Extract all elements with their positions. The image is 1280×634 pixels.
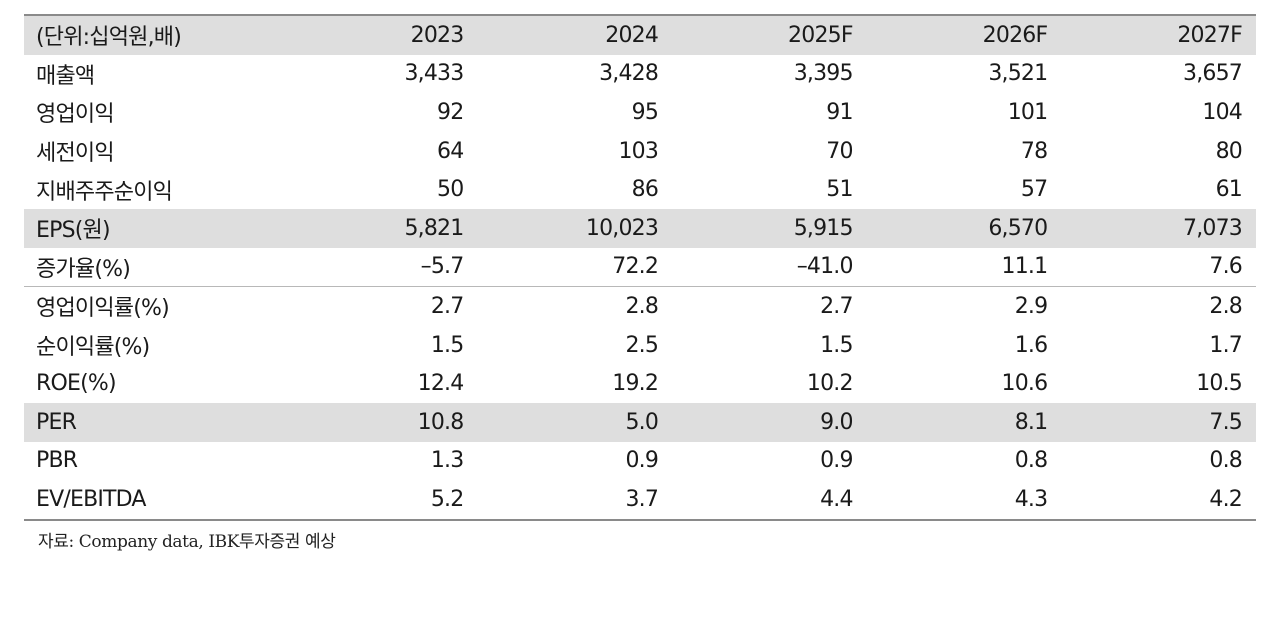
year-header: 2023	[282, 14, 478, 55]
row-label: ROE(%)	[36, 371, 117, 397]
cell-value: 70	[826, 138, 853, 164]
cell-value: 7.6	[1209, 254, 1242, 280]
cell-value: 72.2	[612, 254, 659, 280]
cell-value: 80	[1215, 138, 1243, 164]
table-row: 지배주주순이익 50 86 51 57 61	[24, 170, 1256, 209]
cell-value: 1.3	[430, 448, 464, 474]
cell-value: 12.4	[417, 371, 465, 397]
cell-value: 1.5	[820, 332, 853, 358]
cell-value: 2.9	[866, 286, 1062, 326]
cell-value: 0.8	[1014, 448, 1048, 474]
cell-value: 2.8	[477, 286, 673, 326]
cell-value: 5.0	[477, 402, 673, 442]
table-row: PBR 1.3 0.9 0.9 0.8 0.8	[24, 442, 1256, 481]
cell-value: 1.6	[1014, 332, 1048, 358]
cell-value: 92	[437, 99, 464, 125]
cell-value: 4.3	[866, 480, 1062, 521]
table-row: 증가율(%) –5.7 72.2 –41.0 11.1 7.6	[24, 248, 1256, 287]
cell-value: 19.2	[612, 371, 659, 397]
cell-value: 10.6	[1001, 371, 1049, 397]
cell-value: 1.5	[430, 332, 464, 358]
cell-value: 0.8	[1209, 448, 1242, 474]
cell-value: 4.2	[1061, 480, 1256, 521]
cell-value: 61	[1215, 177, 1243, 203]
financial-summary-table: (단위:십억원,배) 2023 2024 2025F 2026F 2027F 매…	[24, 14, 1256, 521]
row-label: 세전이익	[36, 141, 115, 167]
row-label: 증가율(%)	[36, 256, 131, 282]
cell-value: 7.5	[1061, 402, 1256, 442]
cell-value: 5.2	[282, 480, 478, 521]
row-label: 영업이익	[36, 102, 115, 128]
cell-value: 5,821	[282, 208, 478, 248]
cell-value: 50	[437, 177, 464, 203]
cell-value: 7,073	[1061, 208, 1256, 248]
cell-value: 9.0	[672, 402, 867, 442]
cell-value: 10.5	[1196, 371, 1243, 397]
table-row: 순이익률(%) 1.5 2.5 1.5 1.6 1.7	[24, 326, 1256, 365]
cell-value: 8.1	[866, 402, 1062, 442]
table-row: PER 10.8 5.0 9.0 8.1 7.5	[24, 402, 1256, 442]
cell-value: 78	[1020, 138, 1048, 164]
cell-value: 2.5	[625, 332, 659, 358]
cell-value: 57	[1020, 177, 1048, 203]
table-row: 영업이익률(%) 2.7 2.8 2.7 2.9 2.8	[24, 286, 1256, 326]
cell-value: 3.7	[477, 480, 673, 521]
table-row: EV/EBITDA 5.2 3.7 4.4 4.3 4.2	[24, 480, 1256, 521]
source-note: 자료: Company data, IBK투자증권 예상	[38, 531, 336, 552]
cell-value: 10.8	[282, 402, 478, 442]
year-header: 2024	[477, 14, 673, 55]
cell-value: 1.7	[1209, 332, 1242, 358]
cell-value: 0.9	[820, 448, 853, 474]
cell-value: 10,023	[477, 208, 673, 248]
year-header: 2025F	[672, 14, 867, 55]
cell-value: 6,570	[866, 208, 1062, 248]
table-row: 영업이익 92 95 91 101 104	[24, 93, 1256, 132]
row-label: 영업이익률(%)	[24, 286, 283, 326]
table-row: ROE(%) 12.4 19.2 10.2 10.6 10.5	[24, 364, 1256, 403]
table-header-row: (단위:십억원,배) 2023 2024 2025F 2026F 2027F	[24, 14, 1256, 55]
cell-value: 103	[618, 138, 659, 164]
cell-value: –41.0	[796, 254, 854, 280]
cell-value: 3,395	[793, 61, 854, 87]
row-label: PER	[24, 402, 283, 442]
row-label: 매출액	[36, 63, 95, 89]
year-header: 2026F	[866, 14, 1062, 55]
cell-value: 95	[631, 99, 659, 125]
table-row: 세전이익 64 103 70 78 80	[24, 132, 1256, 171]
row-label: 지배주주순이익	[36, 179, 173, 205]
cell-value: 86	[631, 177, 659, 203]
row-label: 순이익률(%)	[36, 335, 150, 361]
cell-value: 64	[437, 138, 464, 164]
cell-value: 104	[1202, 99, 1242, 125]
cell-value: 3,521	[988, 61, 1048, 87]
cell-value: 101	[1007, 99, 1048, 125]
cell-value: 3,433	[404, 61, 464, 87]
cell-value: 3,657	[1183, 61, 1243, 87]
cell-value: 4.4	[672, 480, 867, 521]
cell-value: –5.7	[420, 254, 465, 280]
row-label: EPS(원)	[24, 208, 283, 248]
cell-value: 91	[826, 99, 853, 125]
unit-header: (단위:십억원,배)	[24, 14, 283, 55]
cell-value: 2.7	[282, 286, 478, 326]
year-header: 2027F	[1061, 14, 1256, 55]
cell-value: 3,428	[599, 61, 659, 87]
row-label: EV/EBITDA	[24, 480, 283, 521]
cell-value: 10.2	[806, 371, 854, 397]
financial-table-panel: (단위:십억원,배) 2023 2024 2025F 2026F 2027F 매…	[24, 14, 1256, 552]
row-label: PBR	[36, 448, 78, 474]
table-row: 매출액 3,433 3,428 3,395 3,521 3,657	[24, 55, 1256, 94]
cell-value: 2.8	[1061, 286, 1256, 326]
cell-value: 2.7	[672, 286, 867, 326]
cell-value: 5,915	[672, 208, 867, 248]
table-row: EPS(원) 5,821 10,023 5,915 6,570 7,073	[24, 208, 1256, 248]
cell-value: 0.9	[625, 448, 659, 474]
cell-value: 11.1	[1001, 254, 1049, 280]
cell-value: 51	[826, 177, 853, 203]
